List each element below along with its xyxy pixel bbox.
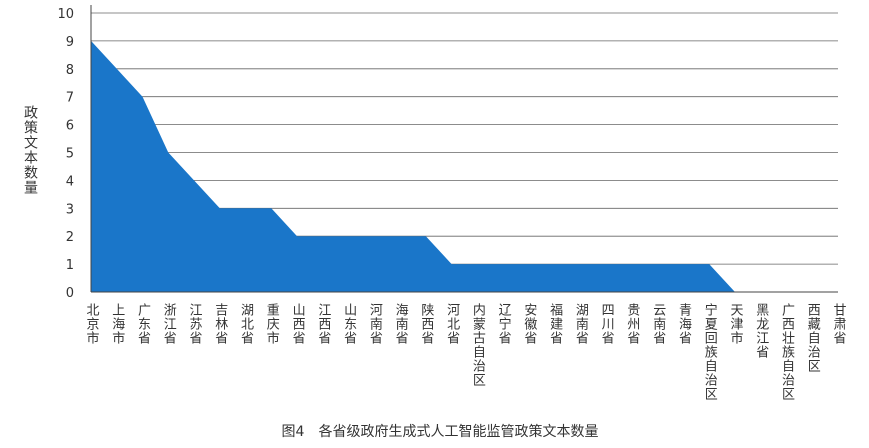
x-tick-label: 西藏自治区 — [805, 303, 821, 373]
x-tick-label: 吉林省 — [212, 303, 228, 345]
y-tick-label: 1 — [66, 258, 74, 273]
y-tick-label: 10 — [57, 7, 74, 22]
x-tick-label: 上海市 — [109, 303, 125, 345]
y-tick-label: 3 — [66, 202, 74, 217]
x-tick-label: 青海省 — [676, 303, 692, 345]
y-tick-label: 4 — [66, 174, 74, 189]
x-tick-label: 宁夏回族自治区 — [702, 302, 718, 401]
x-tick-label: 河北省 — [444, 303, 460, 345]
x-tick-label: 福建省 — [547, 303, 563, 345]
x-tick-label: 海南省 — [393, 303, 409, 345]
x-tick-label: 江苏省 — [187, 303, 203, 345]
y-tick-label: 2 — [66, 230, 74, 245]
x-tick-label: 山东省 — [341, 303, 357, 345]
x-tick-label: 湖北省 — [238, 303, 254, 345]
x-tick-label: 云南省 — [650, 303, 666, 345]
x-tick-label: 江西省 — [315, 303, 331, 345]
y-axis-label: 政策文本数量 — [22, 105, 38, 195]
y-tick-label: 5 — [66, 147, 74, 162]
x-tick-label: 河南省 — [367, 303, 383, 345]
x-tick-label: 山西省 — [290, 303, 306, 345]
x-tick-label: 天津市 — [727, 303, 743, 345]
x-tick-label: 重庆市 — [264, 302, 280, 345]
x-tick-label: 黑龙江省 — [753, 303, 769, 359]
x-tick-label: 四川省 — [599, 303, 615, 345]
x-tick-label: 陕西省 — [418, 303, 434, 345]
y-tick-label: 9 — [66, 35, 74, 50]
chart-title: 图4 各省级政府生成式人工智能监管政策文本数量 — [282, 423, 599, 440]
x-tick-label: 安徽省 — [521, 303, 537, 345]
x-tick-label: 辽宁省 — [496, 303, 512, 345]
y-tick-label: 8 — [66, 63, 74, 78]
area — [91, 40, 838, 293]
x-tick-label: 内蒙古自治区 — [470, 302, 486, 387]
x-tick-label: 贵州省 — [624, 303, 640, 345]
x-tick-label: 湖南省 — [573, 303, 589, 345]
x-tick-label: 浙江省 — [161, 303, 177, 345]
x-tick-label: 甘肃省 — [831, 303, 847, 345]
x-tick-label: 广东省 — [135, 303, 151, 345]
y-tick-label: 0 — [66, 286, 74, 301]
x-tick-label: 北京市 — [84, 303, 100, 345]
y-tick-label: 7 — [66, 91, 74, 106]
y-tick-label: 6 — [66, 119, 74, 134]
x-tick-label: 广西壮族自治区 — [779, 303, 795, 401]
